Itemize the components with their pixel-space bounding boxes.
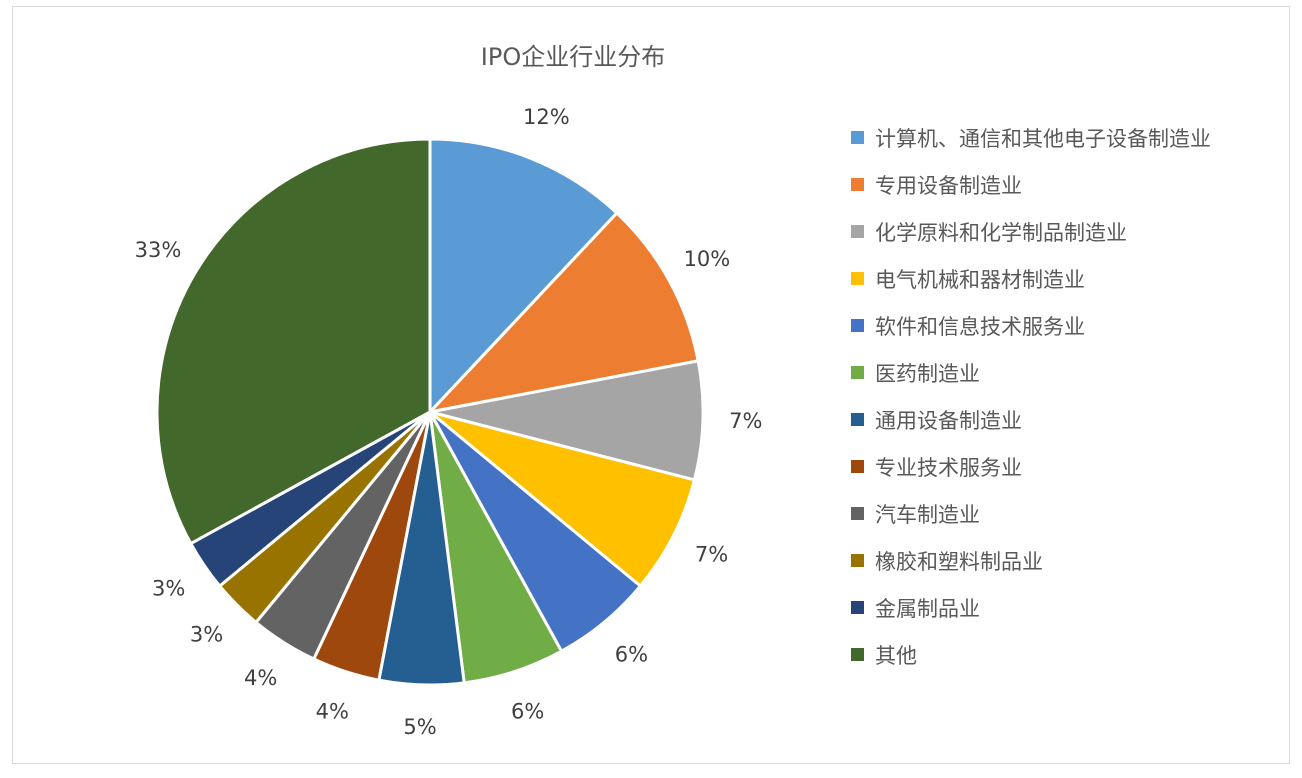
slice-data-label: 3% (152, 577, 185, 601)
legend-item: 其他 (851, 631, 1211, 678)
legend-swatch (851, 648, 864, 661)
chart-frame: IPO企业行业分布 12% 10% 7% 7% 6% 6% 5% 4% 4% 3% 3% 33% 计算… (12, 6, 1290, 764)
legend-swatch (851, 554, 864, 567)
legend-item: 专业技术服务业 (851, 443, 1211, 490)
legend-label: 橡胶和塑料制品业 (875, 549, 1043, 574)
slice-data-label: 5% (403, 715, 436, 739)
slice-data-label: 10% (684, 247, 731, 271)
legend-item: 汽车制造业 (851, 490, 1211, 537)
legend-swatch (851, 366, 864, 379)
pie-slice (428, 137, 620, 416)
slice-data-label: 6% (511, 700, 544, 724)
legend-swatch (851, 131, 864, 144)
legend-label: 汽车制造业 (875, 502, 980, 527)
legend-label: 其他 (875, 643, 917, 668)
legend-item: 金属制品业 (851, 584, 1211, 631)
legend-item: 电气机械和器材制造业 (851, 255, 1211, 302)
legend-swatch (851, 460, 864, 473)
legend-swatch (851, 413, 864, 426)
legend-swatch (851, 507, 864, 520)
legend-item: 计算机、通信和其他电子设备制造业 (851, 114, 1211, 161)
slice-data-label: 12% (523, 105, 570, 129)
slice-data-label: 7% (729, 409, 762, 433)
legend-swatch (851, 319, 864, 332)
pie-slice (425, 210, 700, 415)
legend-label: 软件和信息技术服务业 (875, 314, 1085, 339)
legend-item: 通用设备制造业 (851, 396, 1211, 443)
slice-data-label: 7% (695, 542, 728, 566)
legend-label: 通用设备制造业 (875, 408, 1022, 433)
legend-item: 专用设备制造业 (851, 161, 1211, 208)
legend-label: 金属制品业 (875, 596, 980, 621)
slice-data-label: 4% (316, 700, 349, 724)
legend-swatch (851, 601, 864, 614)
pie-slice (429, 410, 697, 589)
legend: 计算机、通信和其他电子设备制造业 专用设备制造业化学原料和化学制品制造业 电气机械和… (851, 114, 1211, 678)
legend-swatch (851, 225, 864, 238)
slice-data-label: 33% (135, 238, 182, 262)
legend-item: 软件和信息技术服务业 (851, 302, 1211, 349)
slice-data-label: 6% (615, 642, 648, 666)
legend-label: 计算机、通信和其他电子设备制造业 (875, 126, 1211, 151)
pie-slice (429, 359, 705, 482)
legend-swatch (851, 178, 864, 191)
legend-label: 医药制造业 (875, 361, 980, 386)
legend-label: 专业技术服务业 (875, 455, 1022, 480)
legend-label: 电气机械和器材制造业 (875, 267, 1085, 292)
legend-item: 橡胶和塑料制品业 (851, 537, 1211, 584)
legend-item: 医药制造业 (851, 349, 1211, 396)
legend-item: 化学原料和化学制品制造业 (851, 208, 1211, 255)
slice-data-label: 3% (190, 622, 223, 646)
pie-slice (155, 137, 432, 546)
chart-title: IPO企业行业分布 (480, 43, 666, 71)
legend-label: 化学原料和化学制品制造业 (875, 220, 1127, 245)
legend-label: 专用设备制造业 (875, 173, 1022, 198)
pie-chart: 12% 10% 7% 7% 6% 6% 5% 4% 4% 3%3% 33% (135, 105, 763, 739)
slice-data-label: 4% (244, 666, 277, 690)
legend-swatch (851, 272, 864, 285)
